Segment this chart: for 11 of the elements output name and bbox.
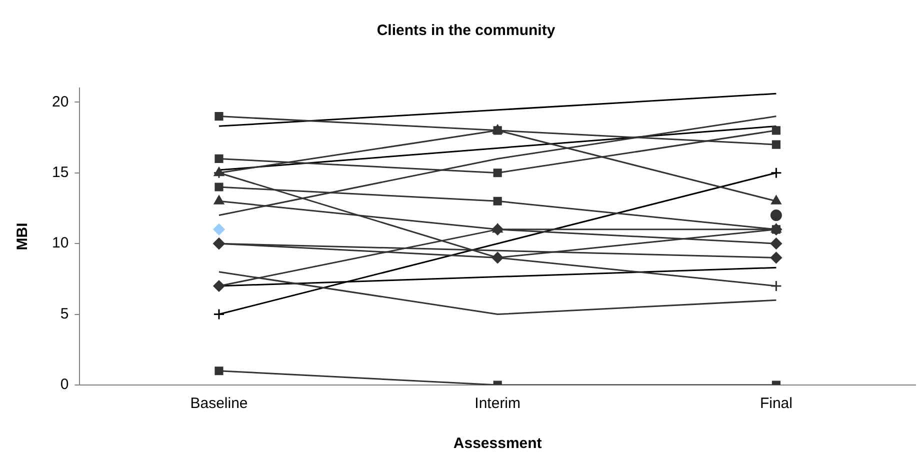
- y-tick-label: 20: [52, 93, 69, 110]
- x-tick-label: Baseline: [190, 395, 248, 412]
- chart-title: Clients in the community: [376, 22, 556, 40]
- y-axis-title: MBI: [14, 222, 32, 250]
- y-tick-label: 0: [60, 376, 69, 394]
- y-tick-label: 15: [52, 164, 69, 181]
- y-tick-label: 5: [60, 305, 69, 322]
- x-tick-label: Final: [760, 395, 792, 412]
- y-tick-label: 10: [52, 234, 69, 252]
- x-axis-title: Assessment: [453, 435, 542, 452]
- x-tick-label: Interim: [474, 395, 521, 412]
